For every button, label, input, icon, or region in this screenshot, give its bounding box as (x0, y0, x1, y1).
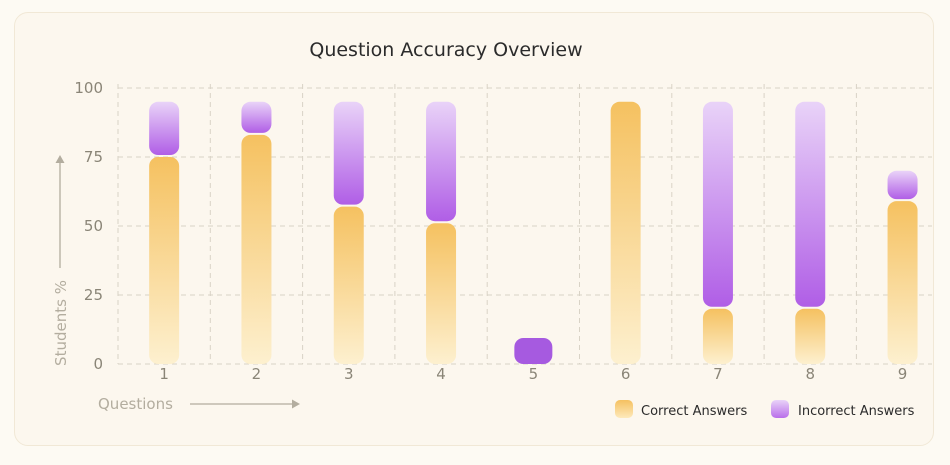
y-tick-label: 75 (84, 148, 103, 166)
bar-correct (241, 134, 272, 364)
x-tick-label: 6 (621, 365, 631, 383)
bar-incorrect (241, 101, 272, 133)
y-tick-label: 25 (84, 286, 103, 304)
x-tick-label: 8 (805, 365, 815, 383)
y-axis-arrow-head (55, 155, 65, 163)
x-tick-label: 1 (159, 365, 169, 383)
legend-swatch-correct (615, 400, 633, 418)
bar-correct (426, 223, 457, 364)
bar-correct (610, 101, 641, 365)
bar-correct (702, 308, 733, 364)
bar-correct (795, 308, 826, 364)
y-axis-label: Students % (52, 280, 70, 366)
bar-correct (333, 206, 364, 364)
legend-swatch-incorrect (771, 400, 789, 418)
x-tick-label: 9 (898, 365, 908, 383)
y-tick-label: 50 (84, 217, 103, 235)
bar-correct (887, 201, 918, 364)
y-tick-label: 0 (93, 355, 103, 373)
bars (149, 101, 918, 365)
bar-incorrect (702, 101, 733, 307)
x-axis-ticks: 1 2 3 4 5 6 7 8 9 (159, 365, 907, 383)
bar-incorrect (887, 170, 918, 200)
bar-incorrect (149, 101, 180, 155)
x-tick-label: 7 (713, 365, 723, 383)
legend: Correct Answers Incorrect Answers (615, 400, 915, 419)
x-tick-label: 5 (529, 365, 539, 383)
legend-label-correct: Correct Answers (641, 404, 747, 419)
bar-incorrect (333, 101, 364, 205)
bar-incorrect (426, 101, 457, 222)
bar-incorrect (795, 101, 826, 307)
legend-item-correct: Correct Answers (615, 400, 747, 419)
bar-incorrect (514, 338, 553, 364)
x-tick-label: 3 (344, 365, 354, 383)
y-axis-label-group: Students % (52, 155, 70, 366)
legend-item-incorrect: Incorrect Answers (771, 400, 915, 419)
x-axis-label: Questions (98, 395, 173, 413)
x-axis-label-group: Questions (98, 395, 300, 413)
bar-correct (149, 157, 180, 364)
y-axis-ticks: 0 25 50 75 100 (74, 79, 103, 373)
x-tick-label: 2 (252, 365, 262, 383)
legend-label-incorrect: Incorrect Answers (798, 404, 915, 419)
x-tick-label: 4 (436, 365, 446, 383)
y-tick-label: 100 (74, 79, 103, 97)
chart-title: Question Accuracy Overview (309, 39, 582, 61)
x-axis-arrow-head (292, 399, 300, 409)
